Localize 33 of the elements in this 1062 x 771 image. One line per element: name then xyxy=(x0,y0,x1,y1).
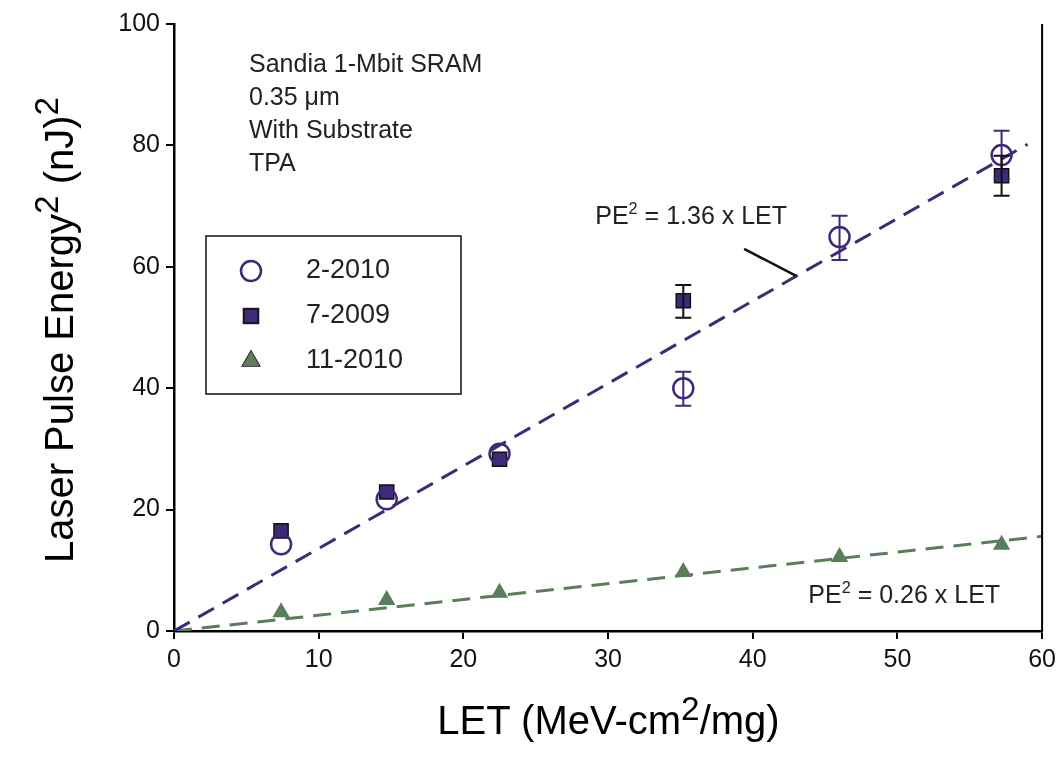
legend-label: 11-2010 xyxy=(306,344,404,375)
point xyxy=(992,534,1011,550)
x-tick-label: 30 xyxy=(594,643,622,672)
point xyxy=(378,590,396,606)
x-tick-label: 50 xyxy=(883,643,912,672)
point xyxy=(990,143,1013,167)
point xyxy=(830,546,849,562)
point xyxy=(375,488,398,511)
x-tick-label: 20 xyxy=(449,643,478,672)
point xyxy=(490,582,509,598)
point xyxy=(828,225,851,249)
point xyxy=(272,602,290,618)
y-tick-label: 60 xyxy=(132,250,160,279)
y-tick-label: 0 xyxy=(146,614,160,643)
x-tick-label: 10 xyxy=(304,643,333,672)
point xyxy=(672,376,695,400)
annotation: 0.35 μm xyxy=(249,82,340,110)
point xyxy=(488,442,511,466)
x-tick-label: 0 xyxy=(167,643,181,672)
x-axis-title: LET (MeV-cm$^{2}$/mg) xyxy=(436,690,781,744)
annotation: Sandia 1-Mbit SRAM xyxy=(249,49,483,77)
annotation: TPA xyxy=(249,148,297,176)
annotation: With Substrate xyxy=(249,115,413,143)
y-tick-label: 100 xyxy=(118,7,160,36)
x-tick-label: 40 xyxy=(738,643,767,672)
legend-label: 7-2009 xyxy=(306,299,391,330)
y-tick-label: 20 xyxy=(132,493,160,522)
x-tick-label: 60 xyxy=(1028,643,1056,672)
y-tick-label: 40 xyxy=(132,372,160,401)
legend-label: 2-2010 xyxy=(306,254,391,285)
point xyxy=(674,562,692,578)
point xyxy=(269,532,293,556)
y-tick-label: 80 xyxy=(132,129,160,158)
